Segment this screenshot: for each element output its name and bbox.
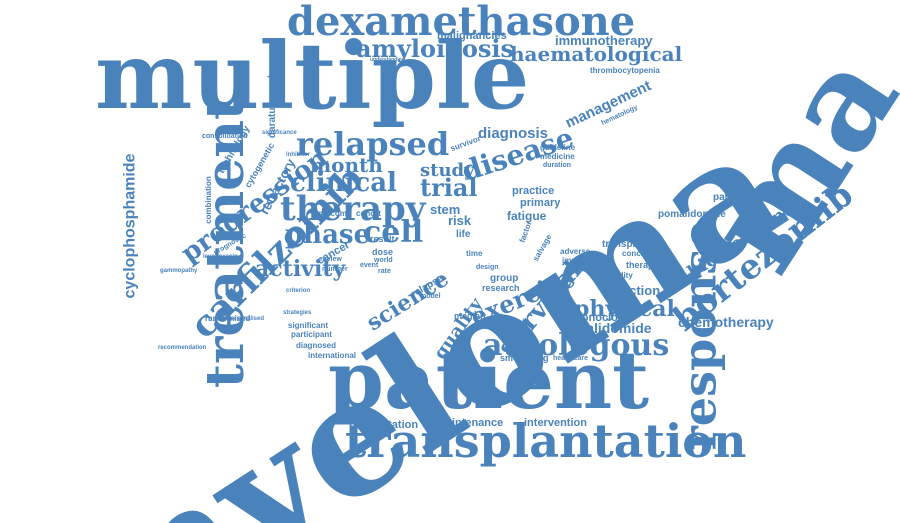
- word-haematological: haematological: [510, 42, 683, 66]
- word-adverse: adverse: [560, 247, 591, 256]
- word-significant: significant: [288, 321, 329, 330]
- word-physical: physical: [574, 296, 675, 322]
- word-transplantation: transplantation: [345, 414, 747, 468]
- word-intervention: intervention: [524, 417, 587, 429]
- word-multiple: multiple: [95, 22, 530, 130]
- word-number: number: [322, 266, 348, 273]
- word-world: world: [374, 257, 393, 264]
- word-lenalidomide: lenalidomide: [566, 320, 652, 336]
- word-therapy: therapy: [280, 189, 426, 229]
- word-practice: practice: [512, 185, 555, 197]
- word-design: design: [476, 264, 499, 271]
- word-transplant: transplant: [602, 239, 651, 250]
- word-panobinostat: panobinostat: [713, 192, 776, 203]
- word-participant: participant: [291, 330, 332, 339]
- word-result: result: [370, 234, 395, 244]
- word-medicine: medicine: [540, 152, 575, 161]
- word-rate: rate: [378, 268, 391, 275]
- word-relapsed: relapsed: [296, 125, 450, 163]
- word-fatigue: fatigue: [507, 209, 547, 223]
- word-month: month: [310, 153, 383, 177]
- word-criterion: criterion: [286, 288, 311, 294]
- word-cohort: cohort: [356, 209, 381, 218]
- word-risk: risk: [448, 213, 472, 228]
- word-patient: patient: [328, 333, 650, 427]
- word-immune: immune: [562, 256, 593, 265]
- word-thrombocytopenia: thrombocytopenia: [590, 66, 660, 75]
- word-recommendation: recommendation: [158, 345, 207, 351]
- word-review: review: [320, 256, 342, 263]
- word-research: research: [482, 283, 520, 293]
- word-levofloxacin: levofloxacin: [203, 254, 238, 260]
- word-randomised: randomised: [205, 314, 251, 323]
- word-dose: dose: [372, 247, 394, 257]
- word-outcome: outcome: [318, 209, 352, 218]
- word-dexamethasone: dexamethasone: [287, 0, 636, 45]
- word-chemotherapy: chemotherapy: [678, 314, 774, 330]
- word-trial: trial: [420, 173, 478, 202]
- word-model: model: [420, 293, 441, 300]
- word-cell: cell: [363, 215, 424, 250]
- word-phase: phase: [285, 220, 371, 250]
- word-immunotherapy: immunotherapy: [555, 33, 653, 48]
- word-monoclonal: monoclonal: [572, 312, 634, 324]
- word-diagnosed: diagnosed: [296, 341, 337, 350]
- word-personalised: personalised: [227, 316, 265, 322]
- word-time: time: [466, 249, 483, 258]
- word-amyloidosis: amyloidosis: [356, 34, 515, 63]
- word-cyclophosphamide: cyclophosphamide: [121, 153, 139, 299]
- word-therapies: therapies: [626, 260, 667, 270]
- word-significance: significance: [262, 130, 297, 136]
- word-group: group: [490, 273, 519, 284]
- word-analysis: analysis: [494, 317, 530, 327]
- word-gammopathy: gammopathy: [160, 268, 198, 274]
- word-daratumumab: daratumumab: [267, 71, 279, 139]
- word-pomalidomide: pomalidomide: [658, 209, 726, 220]
- word-primary: primary: [520, 197, 561, 209]
- word-mortality: mortality: [599, 271, 633, 280]
- word-infection: infection: [606, 283, 661, 298]
- word-malignancies: malignancies: [437, 30, 507, 42]
- word-conclusion: conclusion: [622, 249, 665, 258]
- word-duration: duration: [543, 162, 571, 169]
- word-inhibitor: inhibitor: [286, 152, 310, 158]
- word-understanding: understanding: [370, 57, 405, 63]
- word-clinical: clinical: [290, 168, 397, 198]
- word-guideline: guideline: [540, 143, 576, 152]
- word-activity: activity: [255, 256, 346, 282]
- word-smoldering: smoldering: [500, 353, 549, 363]
- word-combination: combination: [203, 176, 213, 224]
- word-diagnosis: diagnosis: [478, 125, 549, 142]
- word-study: study: [420, 160, 475, 181]
- word-strategies: strategies: [283, 310, 312, 316]
- word-consolidation: consolidation: [202, 133, 248, 140]
- word-autologous: autologous: [483, 328, 670, 363]
- word-international: international: [308, 351, 357, 360]
- word-event: event: [360, 262, 379, 269]
- word-maintenance: maintenance: [436, 417, 504, 429]
- word-median: median: [454, 311, 486, 321]
- word-stem: stem: [430, 202, 461, 217]
- word-healthcare: healthcare: [553, 355, 589, 362]
- word-life: life: [456, 229, 471, 240]
- word-rehabilitation: rehabilitation: [349, 419, 419, 431]
